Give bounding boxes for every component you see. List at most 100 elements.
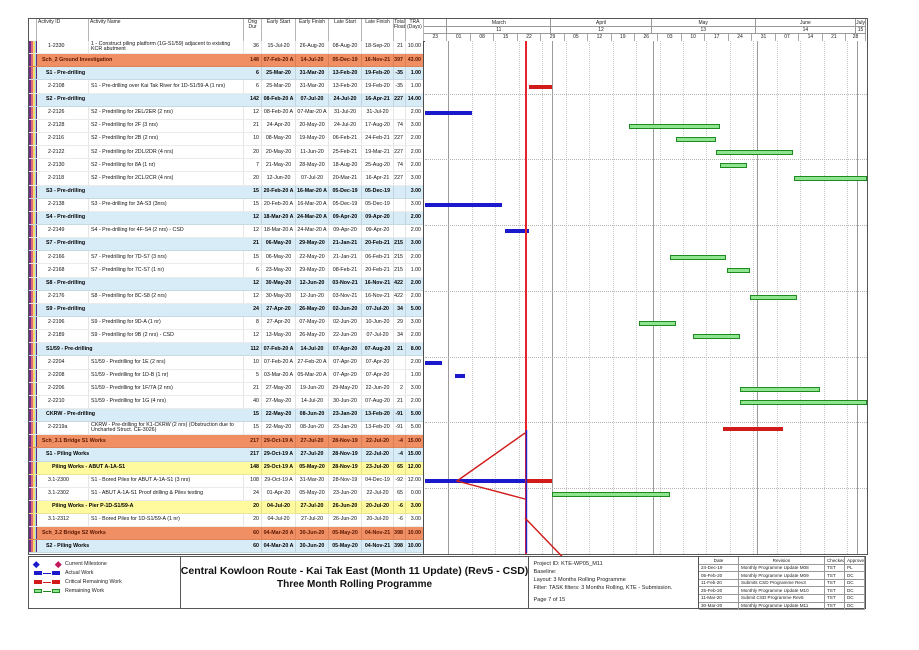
gantt-bar-actual[interactable] [505,229,529,234]
group-color-band [29,540,37,553]
gantt-frame: Activity ID Activity Name Orig Dur Early St… [28,18,868,600]
cell-ls: 25-Feb-21 [329,146,362,159]
cell-es: 08-May-20 [262,132,296,146]
week-gridline [565,41,567,554]
table-row[interactable]: Sch_3.1 Bridge S1 Works 217 29-Oct-19 A 27-… [29,435,424,449]
table-row[interactable]: S2 - Pre-drilling 142 08-Feb-20 A 07-Jul-20… [29,93,424,107]
gantt-bar-remaining[interactable] [719,162,747,168]
group-color-band [29,500,37,514]
table-row[interactable]: S1/59 - Pre-drilling 112 07-Feb-20 A 14-Jul… [29,343,424,357]
table-row[interactable]: S3 - Pre-drilling 15 20-Feb-20 A 16-Mar-20 … [29,185,424,199]
table-row[interactable]: 2-2168 S7 - Predrilling for 7C-S7 (1 nr) 6… [29,264,424,278]
revision-cell: Submit CSD Programme Rev5 [739,594,825,602]
activity-name: S2 - Predrilling for 2F (3 nrs) [89,119,244,132]
gantt-bar-actual[interactable] [425,111,472,116]
table-row[interactable]: 2-2176 S8 - Predrilling for 8C-S8 (2 nrs)… [29,290,424,304]
gantt-bar-critical[interactable] [525,479,553,484]
cell-es: 30-May-20 [262,277,296,290]
gantt-bar-remaining[interactable] [693,333,740,339]
cell-ef: 05-May-20 [296,487,329,500]
cell-lf: 04-Nov-21 [362,527,394,540]
table-row[interactable]: Sch_2 Ground Investigation 148 07-Feb-20 A… [29,54,424,68]
gantt-bar-remaining[interactable] [749,294,797,300]
table-row[interactable]: 3.1-2300 S1 - Bored Piles for ABUT A-1A-S… [29,474,424,488]
month-gridline [448,41,450,554]
activity-name: S2 - Predrilling for 2B (2 nrs) [89,132,244,146]
table-row[interactable]: 2-2204 S1/59 - Predrilling for 1E (2 nrs)… [29,356,424,370]
table-row[interactable]: 2-2138 S3 - Pre-drilling for 3A-S3 (3nrs)… [29,198,424,212]
cell-ls: 02-Jun-20 [329,316,362,330]
table-row[interactable]: 2-2118 S2 - Predrilling for 2CL/2CR (4 nr… [29,172,424,186]
table-row[interactable]: 2-2219a CKRW - Pre-drilling for K1-CKRW (… [29,422,424,436]
table-row[interactable]: 2-2122 S2 - Predrilling for 2DL/2DR (4 nr… [29,146,424,160]
timeline-week-label: 10 [682,34,706,41]
table-row[interactable]: 2-2128 S2 - Predrilling for 2F (3 nrs) 21 2… [29,119,424,133]
group-color-band [29,277,37,290]
cell-es: 08-Feb-20 A [262,106,296,119]
revision-header-cell: Date [699,557,739,564]
cell-tra: 2.00 [406,290,424,303]
table-row[interactable]: 2-2196 S9 - Predrilling for 9D-A (1 nr) 8 2… [29,316,424,331]
gantt-bar-actual[interactable] [425,479,526,484]
cell-ef: 14-Jul-20 [296,343,329,356]
cell-tf: -6 [394,514,406,527]
month-gridline [552,41,554,554]
timeline-week-label: 17 [705,34,729,41]
cell-ef: 20-May-20 [296,119,329,132]
cell-lf: 07-Apr-20 [362,369,394,382]
cell-ls: 26-Jun-20 [329,514,362,527]
gantt-bar-remaining[interactable] [739,399,867,405]
cell-ef: 31-Mar-20 [296,67,329,80]
group-color-band [29,159,37,172]
gantt-bar-remaining[interactable] [552,491,670,497]
gantt-bar-actual[interactable] [455,374,466,379]
cell-lf: 09-Apr-20 [362,224,394,238]
gantt-bar-remaining[interactable] [726,268,750,274]
gantt-bar-critical[interactable] [528,84,553,89]
gantt-bar-remaining[interactable] [669,255,727,261]
gantt-bar-remaining[interactable] [639,320,677,326]
table-row[interactable]: S2 - Piling Works 60 04-Mar-20 A 30-Jun-20 0… [29,540,424,554]
table-row[interactable]: 1-2330 1 - Construct piling platform (1G-… [29,41,424,55]
gantt-bar-remaining[interactable] [629,123,720,129]
cell-tra: 8.00 [406,343,424,356]
gantt-bar-critical[interactable] [723,426,784,431]
gantt-bar-actual[interactable] [425,203,503,208]
table-row[interactable]: S1 - Piling Works 217 29-Oct-19 A 27-Jul-20… [29,448,424,462]
cell-ls: 28-Nov-19 [329,435,362,448]
table-row[interactable]: S8 - Pre-drilling 12 30-May-20 12-Jun-20 03-… [29,277,424,291]
table-row[interactable]: CKRW - Pre-drilling 15 22-May-20 08-Jun-20 2… [29,408,424,423]
gantt-bar-actual[interactable] [425,360,442,365]
table-row[interactable]: 2-2130 S2 - Predrilling for 8A (1 nr) 7 21-… [29,159,424,173]
baseline-label: Baseline: [533,569,557,576]
gantt-bar-remaining[interactable] [793,176,867,182]
table-row[interactable]: 2-2208 S1/59 - Predrilling for 1D-B (1 nr… [29,369,424,383]
table-row[interactable]: Sch_3.2 Bridge S2 Works 60 04-Mar-20 A 30-J… [29,527,424,541]
table-row[interactable]: Piling Works - ABUT A-1A-S1 148 29-Oct-19 … [29,461,424,475]
table-row[interactable]: 3.1-2312 S1 - Bored Piles for 1D-S1/59-A … [29,514,424,528]
table-row[interactable]: Piling Works - Pier P-1D-S1/59-A 20 04-Jul… [29,500,424,515]
week-gridline [800,41,802,554]
table-row[interactable]: 2-2206 S1/59 - Predrilling for 1F/7A (2 n… [29,382,424,396]
activity-name: S1 - Pre-drilling over Kai Tak River for… [89,80,244,93]
table-row[interactable]: 2-2149 S4 - Pre-drilling for 4F-S4 (2 nrs… [29,224,424,239]
gantt-bar-remaining[interactable] [739,386,821,392]
table-row[interactable]: 2-2126 S2 - Predrilling for 2EL/2ER (2 nr… [29,106,424,120]
cell-ls: 08-Aug-20 [329,41,362,54]
table-row[interactable]: S1 - Pre-drilling 6 25-Mar-20 31-Mar-20 13-F… [29,67,424,81]
table-row[interactable]: 2-2108 S1 - Pre-drilling over Kai Tak Riv… [29,80,424,94]
table-row[interactable]: S7 - Pre-drilling 21 06-May-20 29-May-20 21-… [29,238,424,252]
table-row[interactable]: S4 - Pre-drilling 12 18-Mar-20 A 24-Mar-20 … [29,211,424,225]
table-row[interactable]: 2-2210 S1/59 - Predrilling for 1G (4 nrs)… [29,395,424,409]
table-row[interactable]: 2-2166 S7 - Predrilling for 7D-S7 (3 nrs)… [29,251,424,265]
programme-title: Central Kowloon Route - Kai Tak East (Mo… [180,565,529,577]
gantt-bar-remaining[interactable] [716,149,794,155]
table-row[interactable]: 2-2116 S2 - Predrilling for 2B (2 nrs) 10 0… [29,132,424,147]
table-row[interactable]: S9 - Pre-drilling 24 27-Apr-20 26-May-20 02-… [29,303,424,317]
cell-es: 22-May-20 [262,422,296,435]
cell-dur: 15 [244,198,262,211]
table-row[interactable]: 2-2189 S9 - Predrilling for 9B (2 nrs) - … [29,330,424,344]
gantt-bar-remaining[interactable] [676,136,717,142]
activity-id: 3.1-2312 [37,514,89,527]
table-row[interactable]: 3.1-2302 S1 - ABUT A-1A-S1 Proof drilling… [29,487,424,501]
